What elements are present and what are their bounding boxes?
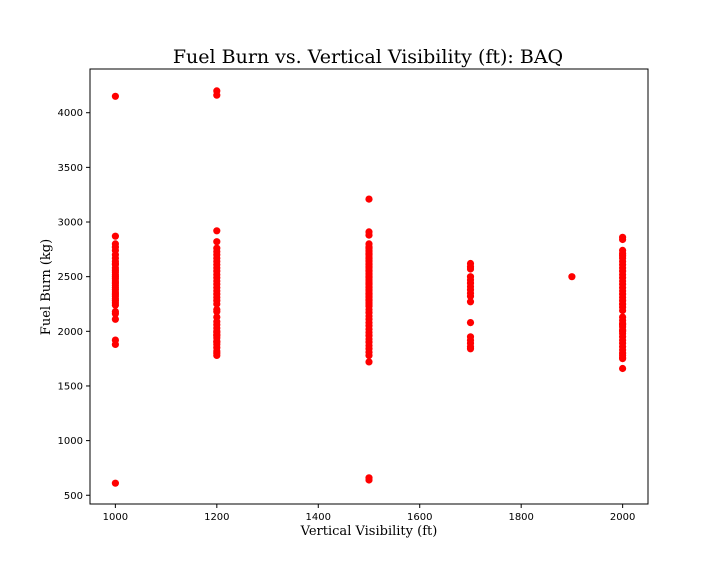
x-tick-label: 2000 bbox=[610, 512, 635, 523]
data-point bbox=[619, 355, 627, 363]
data-point bbox=[213, 305, 221, 314]
data-point bbox=[111, 232, 119, 240]
y-tick-label: 3500 bbox=[58, 163, 83, 174]
y-tick-label: 4000 bbox=[58, 108, 83, 119]
x-tick-label: 1200 bbox=[204, 512, 229, 523]
data-point bbox=[568, 273, 576, 281]
data-point bbox=[365, 300, 373, 308]
data-points bbox=[111, 87, 627, 487]
data-point bbox=[213, 227, 221, 235]
data-point bbox=[111, 301, 119, 309]
data-point bbox=[213, 238, 221, 246]
y-tick-label: 1000 bbox=[58, 436, 83, 447]
data-point bbox=[213, 351, 221, 359]
plot-frame bbox=[89, 68, 649, 505]
x-tick-label: 1000 bbox=[103, 512, 128, 523]
y-axis-label: Fuel Burn (kg) bbox=[39, 239, 54, 335]
y-tick-label: 3000 bbox=[58, 218, 83, 229]
data-point bbox=[619, 327, 627, 335]
y-tick-label: 2500 bbox=[58, 272, 83, 283]
y-axis-ticks: 500 1000 1500 2000 2500 3000 3500 4000 bbox=[58, 108, 90, 502]
data-point bbox=[365, 476, 373, 484]
data-point bbox=[111, 479, 119, 487]
data-point bbox=[619, 321, 627, 329]
data-point bbox=[619, 306, 627, 315]
data-point bbox=[365, 195, 373, 203]
data-point bbox=[619, 235, 627, 244]
x-tick-label: 1400 bbox=[306, 512, 331, 523]
y-tick-label: 500 bbox=[64, 491, 83, 502]
data-point bbox=[466, 292, 475, 300]
data-point bbox=[619, 300, 627, 308]
data-point bbox=[111, 315, 119, 323]
data-point bbox=[213, 338, 221, 346]
x-tick-label: 1800 bbox=[508, 512, 533, 523]
data-point bbox=[111, 92, 119, 100]
data-point bbox=[111, 340, 119, 348]
data-point bbox=[466, 265, 475, 273]
data-point bbox=[365, 358, 373, 366]
data-point bbox=[213, 91, 221, 99]
data-point bbox=[365, 351, 373, 359]
data-point bbox=[111, 259, 119, 268]
data-point bbox=[466, 345, 475, 353]
y-tick-label: 2000 bbox=[58, 327, 83, 338]
data-point bbox=[619, 364, 627, 373]
x-axis-label: Vertical Visibility (ft) bbox=[300, 524, 438, 539]
data-point bbox=[365, 231, 373, 239]
data-point bbox=[466, 319, 475, 327]
x-axis-ticks: 1000 1200 1400 1600 1800 2000 bbox=[103, 504, 635, 523]
data-point bbox=[213, 300, 221, 308]
x-tick-label: 1600 bbox=[407, 512, 432, 523]
y-tick-label: 1500 bbox=[58, 381, 83, 392]
data-point bbox=[213, 332, 221, 340]
data-point bbox=[466, 298, 475, 306]
chart-title: Fuel Burn vs. Vertical Visibility (ft): … bbox=[173, 46, 563, 68]
data-point bbox=[111, 310, 119, 318]
